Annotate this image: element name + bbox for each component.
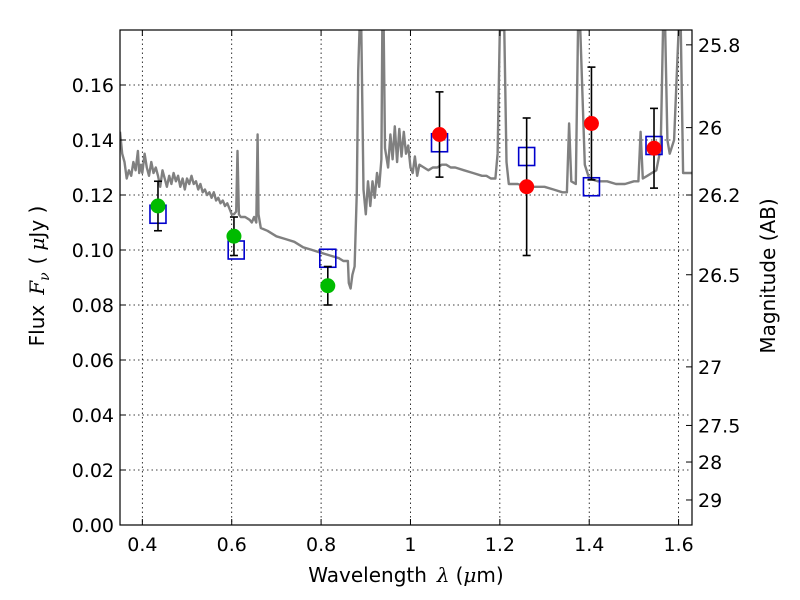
y-tick-label: 0.08 — [72, 295, 114, 317]
y-tick-label: 0.04 — [72, 405, 114, 427]
observed-flux-point — [320, 278, 336, 294]
right-y-tick-label: 26.5 — [698, 265, 740, 287]
x-axis-label: Wavelength λ (μm) — [308, 563, 503, 587]
observed-flux-point — [646, 140, 662, 156]
right-y-tick-label: 27.5 — [698, 415, 740, 437]
right-y-axis: 25.8 26 26.2 26.5 27 27.5 28 29 — [686, 35, 740, 512]
y-tick-label: 0.06 — [72, 350, 114, 372]
right-y-axis-label: Magnitude (AB) — [756, 198, 780, 353]
observed-flux-point — [519, 179, 535, 195]
y-tick-label: 0.02 — [72, 460, 114, 482]
right-y-tick-label: 25.8 — [698, 35, 740, 57]
right-y-tick-label: 28 — [698, 452, 722, 474]
y-tick-label: 0.10 — [72, 240, 114, 262]
x-tick-label: 0.8 — [306, 534, 336, 556]
grid — [120, 30, 692, 526]
y-axis-label: FluxFν(μJy ) — [25, 206, 53, 347]
observed-flux-point — [583, 116, 599, 131]
y-tick-label: 0.12 — [72, 185, 114, 207]
right-y-tick-label: 27 — [698, 357, 722, 379]
y-tick-label: 0.00 — [72, 515, 114, 537]
observed-flux-point — [150, 198, 166, 214]
y-tick-label: 0.16 — [72, 75, 114, 97]
x-tick-label: 1.4 — [574, 534, 604, 556]
right-y-tick-label: 26 — [698, 118, 722, 140]
axes-frame — [119, 29, 693, 526]
plot-series — [120, 30, 692, 306]
x-tick-label: 1 — [404, 534, 416, 556]
x-tick-label: 0.4 — [127, 534, 157, 556]
x-tick-label: 1.6 — [663, 534, 693, 556]
x-tick-label: 1.2 — [485, 534, 515, 556]
model-spectrum-line — [120, 30, 692, 290]
right-y-tick-label: 29 — [698, 490, 722, 512]
right-y-tick-label: 26.2 — [698, 185, 740, 207]
observed-flux-point — [432, 127, 448, 142]
observed-flux-point — [226, 228, 242, 244]
y-tick-label: 0.14 — [72, 130, 114, 152]
x-axis: 0.4 0.6 0.8 1 1.2 1.4 1.6 — [127, 30, 694, 556]
x-tick-label: 0.6 — [217, 534, 247, 556]
y-axis: 0.00 0.02 0.04 0.06 0.08 0.10 0.12 0.14 0.16 — [72, 75, 126, 537]
plot-area — [120, 30, 692, 306]
